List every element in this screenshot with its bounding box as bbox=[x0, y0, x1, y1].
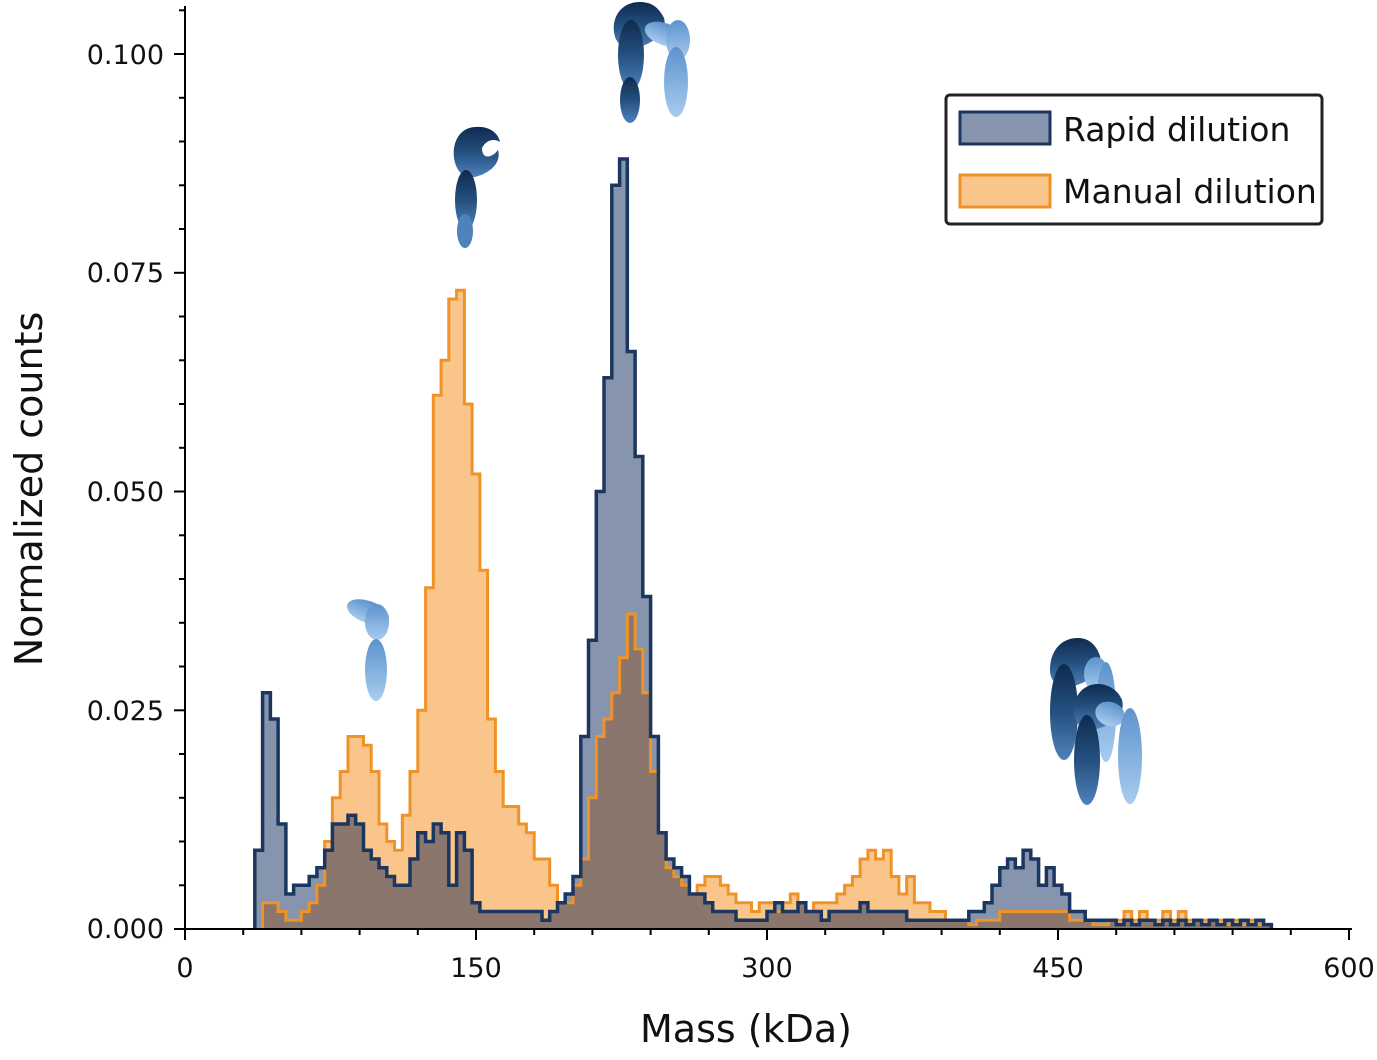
x-tick-label: 150 bbox=[450, 953, 502, 984]
x-tick-label: 600 bbox=[1323, 953, 1375, 984]
legend-swatch-rapid bbox=[958, 110, 1052, 146]
y-tick-label: 0.100 bbox=[87, 40, 164, 71]
dimer-protein-icon bbox=[613, 2, 690, 123]
y-tick-labels: 0.000 0.025 0.050 0.075 0.100 bbox=[87, 40, 164, 945]
y-axis-title: Normalized counts bbox=[7, 312, 51, 667]
y-tick-label: 0.000 bbox=[87, 914, 164, 945]
series-line-rapid-dilution bbox=[253, 157, 1274, 929]
series-layer bbox=[253, 157, 1274, 930]
monomer-light-chain-protein-icon bbox=[346, 599, 390, 701]
legend-label-rapid: Rapid dilution bbox=[1063, 110, 1290, 149]
series-overlap-fill bbox=[254, 614, 1272, 929]
legend: Rapid dilution Manual dilution bbox=[944, 93, 1324, 226]
series-fill-rapid-dilution bbox=[254, 159, 1272, 929]
x-tick-labels: 0 150 300 450 600 bbox=[176, 953, 1374, 984]
y-tick-label: 0.025 bbox=[87, 696, 164, 727]
legend-swatch-manual bbox=[958, 173, 1052, 209]
legend-label-manual: Manual dilution bbox=[1063, 172, 1317, 211]
axes bbox=[174, 6, 1352, 940]
y-tick-label: 0.075 bbox=[87, 258, 164, 289]
series-line-manual-dilution bbox=[254, 288, 1273, 930]
x-ticks bbox=[184, 929, 1350, 940]
y-ticks bbox=[174, 9, 185, 930]
x-axis-title: Mass (kDa) bbox=[640, 1007, 852, 1051]
y-tick-label: 0.050 bbox=[87, 477, 164, 508]
monomer-heavy-chain-protein-icon bbox=[453, 126, 500, 248]
x-tick-label: 0 bbox=[176, 953, 193, 984]
x-tick-label: 300 bbox=[741, 953, 793, 984]
series-fill-manual-dilution bbox=[254, 290, 1272, 929]
tetramer-protein-icon bbox=[1050, 638, 1142, 805]
x-tick-label: 450 bbox=[1032, 953, 1084, 984]
